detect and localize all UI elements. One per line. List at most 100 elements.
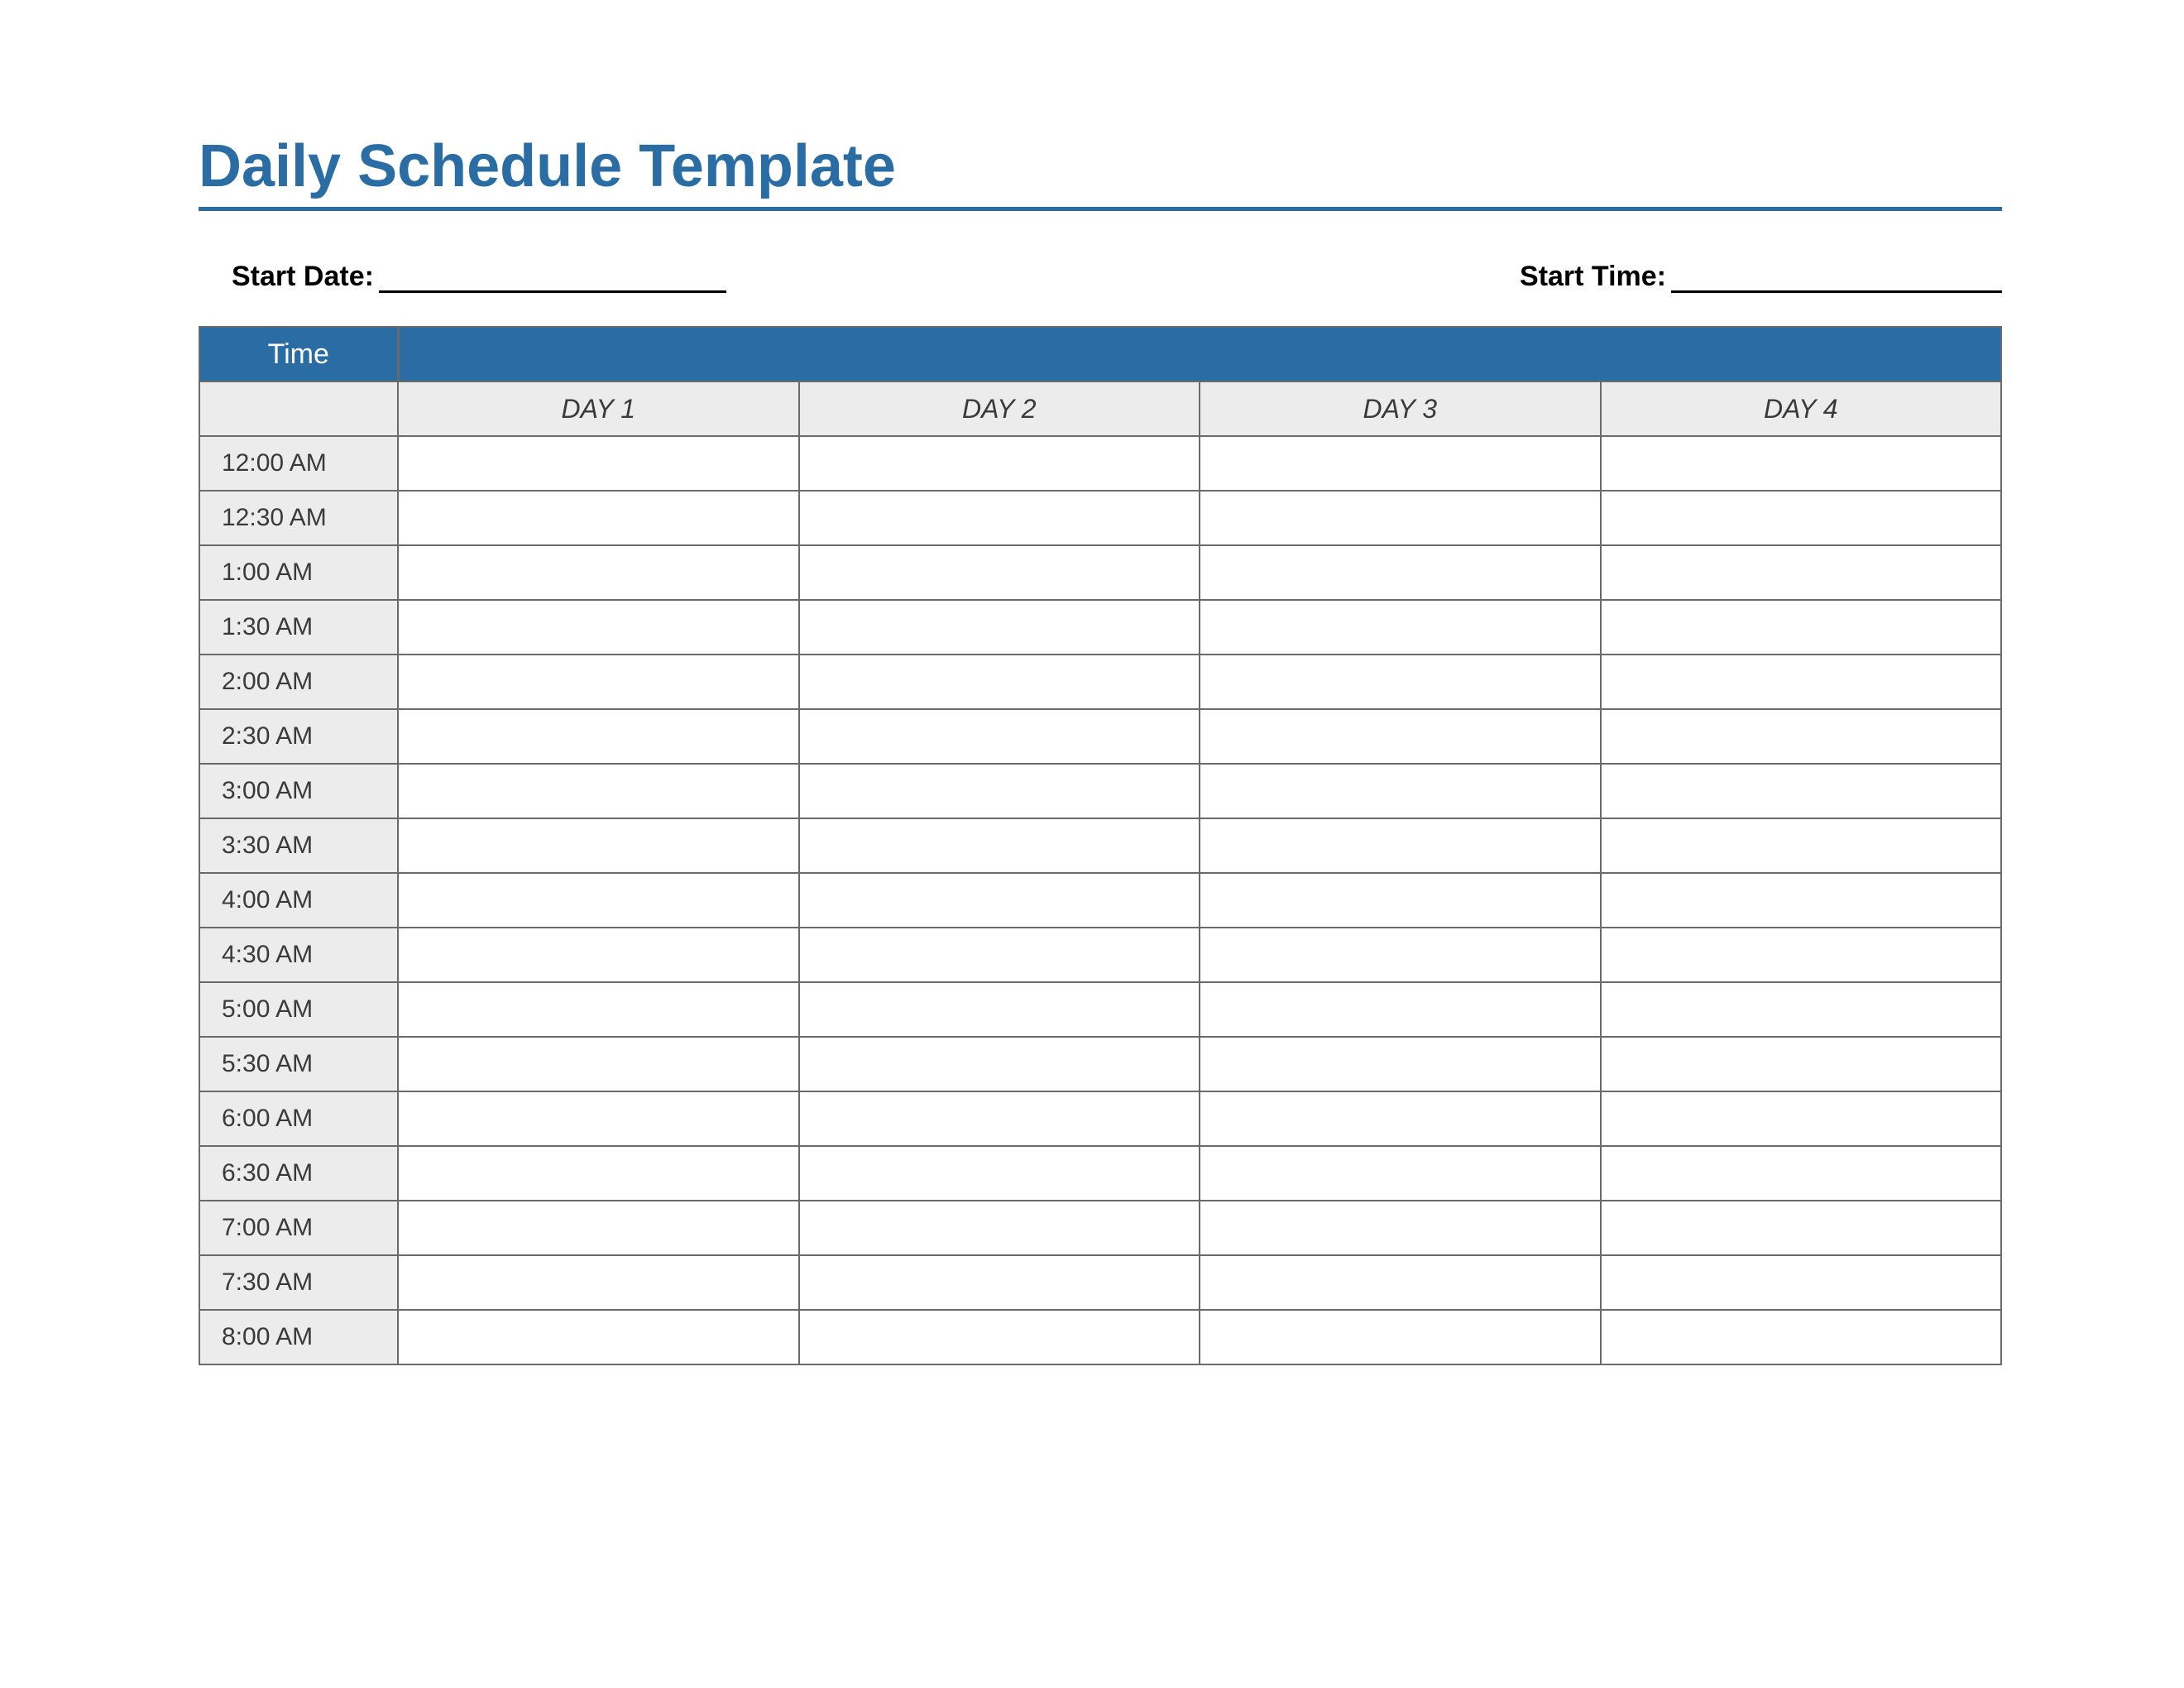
schedule-slot[interactable] [1200,491,1601,545]
schedule-slot[interactable] [1200,545,1601,600]
schedule-slot[interactable] [398,1201,799,1255]
table-row: 1:30 AM [199,600,2001,655]
schedule-slot[interactable] [1200,436,1601,491]
time-cell: 6:00 AM [199,1091,398,1146]
schedule-slot[interactable] [1601,1255,2002,1310]
schedule-slot[interactable] [799,1310,1200,1364]
start-date-input[interactable] [379,265,726,293]
time-cell: 7:30 AM [199,1255,398,1310]
schedule-slot[interactable] [1601,764,2002,818]
time-cell: 3:30 AM [199,818,398,873]
day-header-4: DAY 4 [1601,381,2002,436]
schedule-slot[interactable] [1601,600,2002,655]
schedule-slot[interactable] [799,709,1200,764]
schedule-slot[interactable] [799,491,1200,545]
banner-cell [398,327,2001,381]
time-cell: 5:00 AM [199,982,398,1037]
time-cell: 7:00 AM [199,1201,398,1255]
table-row: 12:30 AM [199,491,2001,545]
schedule-slot[interactable] [398,545,799,600]
title-rule [199,207,2002,211]
schedule-slot[interactable] [398,1310,799,1364]
table-row: 2:00 AM [199,655,2001,709]
start-time-label: Start Time: [1520,261,1666,293]
schedule-slot[interactable] [398,1255,799,1310]
page: Daily Schedule Template Start Date: Star… [0,0,2184,1365]
day-header-row: DAY 1 DAY 2 DAY 3 DAY 4 [199,381,2001,436]
schedule-slot[interactable] [799,1201,1200,1255]
schedule-slot[interactable] [1601,1201,2002,1255]
schedule-slot[interactable] [398,818,799,873]
schedule-slot[interactable] [799,600,1200,655]
schedule-slot[interactable] [799,1146,1200,1201]
schedule-slot[interactable] [799,1255,1200,1310]
schedule-slot[interactable] [1601,1091,2002,1146]
start-date-label: Start Date: [232,261,374,293]
schedule-slot[interactable] [799,818,1200,873]
schedule-slot[interactable] [1200,600,1601,655]
schedule-slot[interactable] [1200,1201,1601,1255]
time-cell: 4:00 AM [199,873,398,928]
schedule-slot[interactable] [398,1146,799,1201]
schedule-slot[interactable] [1601,873,2002,928]
table-body: 12:00 AM12:30 AM1:00 AM1:30 AM2:00 AM2:3… [199,436,2001,1364]
schedule-slot[interactable] [1200,873,1601,928]
schedule-slot[interactable] [1200,982,1601,1037]
schedule-slot[interactable] [398,1037,799,1091]
schedule-slot[interactable] [1200,928,1601,982]
meta-row: Start Date: Start Time: [199,261,2002,326]
time-cell: 8:00 AM [199,1310,398,1364]
schedule-slot[interactable] [1601,655,2002,709]
schedule-slot[interactable] [1601,491,2002,545]
time-header: Time [199,327,398,381]
schedule-slot[interactable] [799,545,1200,600]
schedule-slot[interactable] [398,491,799,545]
start-time-field: Start Time: [1520,261,2002,293]
schedule-slot[interactable] [1601,818,2002,873]
schedule-slot[interactable] [799,655,1200,709]
schedule-slot[interactable] [1200,655,1601,709]
schedule-slot[interactable] [398,600,799,655]
schedule-slot[interactable] [799,1091,1200,1146]
schedule-slot[interactable] [1200,1310,1601,1364]
schedule-slot[interactable] [1601,1037,2002,1091]
schedule-slot[interactable] [398,436,799,491]
schedule-slot[interactable] [398,655,799,709]
schedule-slot[interactable] [1601,982,2002,1037]
schedule-slot[interactable] [1200,709,1601,764]
schedule-slot[interactable] [398,1091,799,1146]
schedule-slot[interactable] [1200,818,1601,873]
schedule-slot[interactable] [398,982,799,1037]
schedule-slot[interactable] [398,928,799,982]
table-row: 6:00 AM [199,1091,2001,1146]
table-row: 3:30 AM [199,818,2001,873]
schedule-slot[interactable] [1200,764,1601,818]
time-cell: 3:00 AM [199,764,398,818]
schedule-slot[interactable] [1200,1037,1601,1091]
schedule-slot[interactable] [1601,928,2002,982]
schedule-slot[interactable] [1601,1310,2002,1364]
schedule-slot[interactable] [1601,709,2002,764]
schedule-slot[interactable] [1601,1146,2002,1201]
schedule-slot[interactable] [799,764,1200,818]
schedule-slot[interactable] [799,928,1200,982]
day-header-3: DAY 3 [1200,381,1601,436]
schedule-slot[interactable] [799,982,1200,1037]
schedule-slot[interactable] [398,764,799,818]
table-row: 1:00 AM [199,545,2001,600]
time-cell: 5:30 AM [199,1037,398,1091]
schedule-slot[interactable] [1200,1146,1601,1201]
schedule-slot[interactable] [398,873,799,928]
schedule-slot[interactable] [1200,1255,1601,1310]
day-header-2: DAY 2 [799,381,1200,436]
schedule-slot[interactable] [398,709,799,764]
schedule-slot[interactable] [1601,545,2002,600]
table-row: 6:30 AM [199,1146,2001,1201]
start-time-input[interactable] [1671,265,2002,293]
schedule-slot[interactable] [799,873,1200,928]
schedule-slot[interactable] [799,1037,1200,1091]
schedule-slot[interactable] [1200,1091,1601,1146]
table-row: 12:00 AM [199,436,2001,491]
schedule-slot[interactable] [1601,436,2002,491]
schedule-slot[interactable] [799,436,1200,491]
